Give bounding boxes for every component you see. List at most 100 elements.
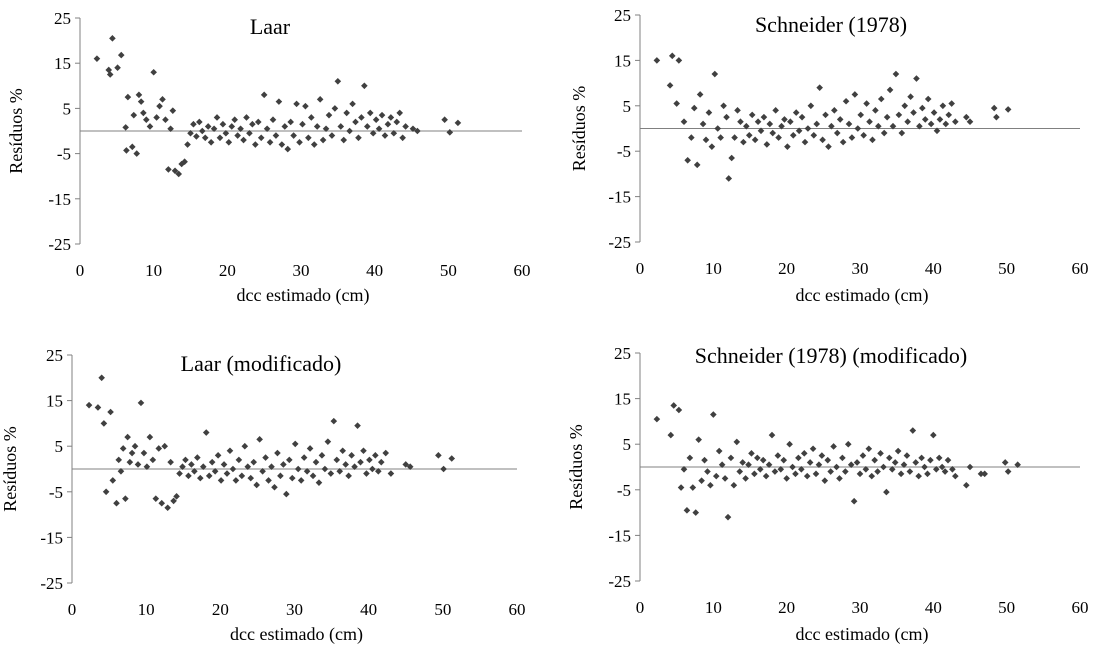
- data-point: [1001, 459, 1009, 466]
- data-point: [795, 454, 802, 462]
- data-point: [235, 456, 243, 464]
- data-point: [803, 472, 811, 480]
- data-point: [156, 102, 163, 110]
- data-point: [670, 402, 678, 409]
- y-tick-label: 5: [55, 437, 64, 456]
- x-tick-label: 40: [925, 598, 942, 617]
- data-point: [146, 433, 154, 441]
- data-point: [164, 504, 171, 512]
- data-point: [327, 470, 335, 477]
- data-point: [883, 488, 890, 496]
- data-point: [692, 509, 700, 516]
- data-point: [310, 141, 318, 148]
- data-point: [813, 120, 821, 128]
- data-point: [836, 475, 843, 482]
- y-tick-label: 15: [46, 392, 63, 411]
- data-point: [847, 461, 855, 469]
- data-point: [939, 102, 947, 110]
- data-point: [256, 436, 263, 443]
- data-point: [399, 134, 406, 142]
- data-point: [981, 470, 988, 478]
- data-point: [220, 461, 228, 468]
- data-point: [766, 120, 774, 128]
- data-point: [85, 401, 93, 409]
- scatter-chart-4: 25 15 5 -5 -15 -25 0 10 20 30 40 50 60 Schneider (197…: [566, 343, 1089, 645]
- data-point: [274, 449, 281, 457]
- data-point: [830, 443, 837, 450]
- data-point: [216, 134, 224, 142]
- data-point: [201, 134, 209, 142]
- data-point: [742, 475, 749, 482]
- data-point: [175, 170, 183, 178]
- x-tick-label: 20: [212, 600, 229, 619]
- data-point: [759, 456, 767, 464]
- data-point: [188, 461, 195, 468]
- data-point: [435, 452, 442, 459]
- data-point: [102, 488, 110, 496]
- data-point: [1004, 468, 1012, 475]
- data-point: [299, 120, 306, 128]
- data-point: [193, 133, 200, 140]
- x-tick-label: 0: [636, 259, 645, 278]
- data-point: [128, 449, 136, 457]
- data-point: [204, 123, 212, 130]
- data-point: [844, 440, 852, 448]
- y-axis-label: Resíduos %: [6, 88, 26, 174]
- chart-title: Laar (modificado): [181, 351, 342, 376]
- data-point: [883, 113, 891, 121]
- data-point: [122, 495, 129, 502]
- y-tick-label: 5: [623, 97, 632, 116]
- data-point: [137, 399, 145, 407]
- data-point: [963, 113, 970, 121]
- x-tick-label: 20: [219, 261, 236, 280]
- data-point: [717, 134, 724, 141]
- x-tick-label: 10: [705, 259, 722, 278]
- data-point: [809, 445, 817, 453]
- data-point: [763, 141, 771, 148]
- data-point: [810, 132, 818, 139]
- data-point: [653, 57, 661, 64]
- data-point: [862, 465, 870, 473]
- data-point: [117, 467, 125, 475]
- data-point: [714, 125, 722, 132]
- data-point: [375, 125, 383, 133]
- scatter-chart-2: 25 15 5 -5 -15 -25 0 10 20 30 40 50 60 Schneider (197…: [569, 6, 1089, 306]
- y-axis-label: Resíduos %: [0, 426, 20, 512]
- data-point: [271, 483, 278, 491]
- data-point: [393, 118, 401, 126]
- data-point: [919, 104, 926, 112]
- data-point: [942, 120, 950, 128]
- data-point: [343, 109, 350, 117]
- data-point: [263, 125, 271, 133]
- data-point: [322, 125, 330, 133]
- data-point: [690, 104, 698, 112]
- data-point: [159, 96, 166, 103]
- data-point: [718, 461, 726, 469]
- data-point: [131, 442, 139, 450]
- data-point: [223, 470, 231, 477]
- data-point: [880, 129, 888, 137]
- data-point: [778, 122, 785, 130]
- data-point: [179, 463, 186, 471]
- data-point: [140, 449, 148, 457]
- data-point: [842, 97, 850, 105]
- data-point: [897, 470, 905, 478]
- y-tick-label: -5: [49, 483, 63, 502]
- data-point: [283, 490, 290, 498]
- data-point: [155, 445, 163, 452]
- data-point: [800, 450, 808, 457]
- data-point: [754, 454, 761, 462]
- data-point: [313, 123, 321, 130]
- data-point: [306, 445, 314, 452]
- data-point: [109, 477, 117, 484]
- y-tick-label: 25: [614, 344, 631, 363]
- data-point: [134, 461, 142, 468]
- data-point: [783, 475, 790, 482]
- y-tick-label: 5: [623, 435, 632, 454]
- data-point: [825, 143, 832, 150]
- y-tick-label: -25: [48, 235, 71, 254]
- data-point: [109, 35, 116, 42]
- data-point: [238, 472, 246, 480]
- data-point: [831, 107, 838, 114]
- data-point: [169, 107, 177, 114]
